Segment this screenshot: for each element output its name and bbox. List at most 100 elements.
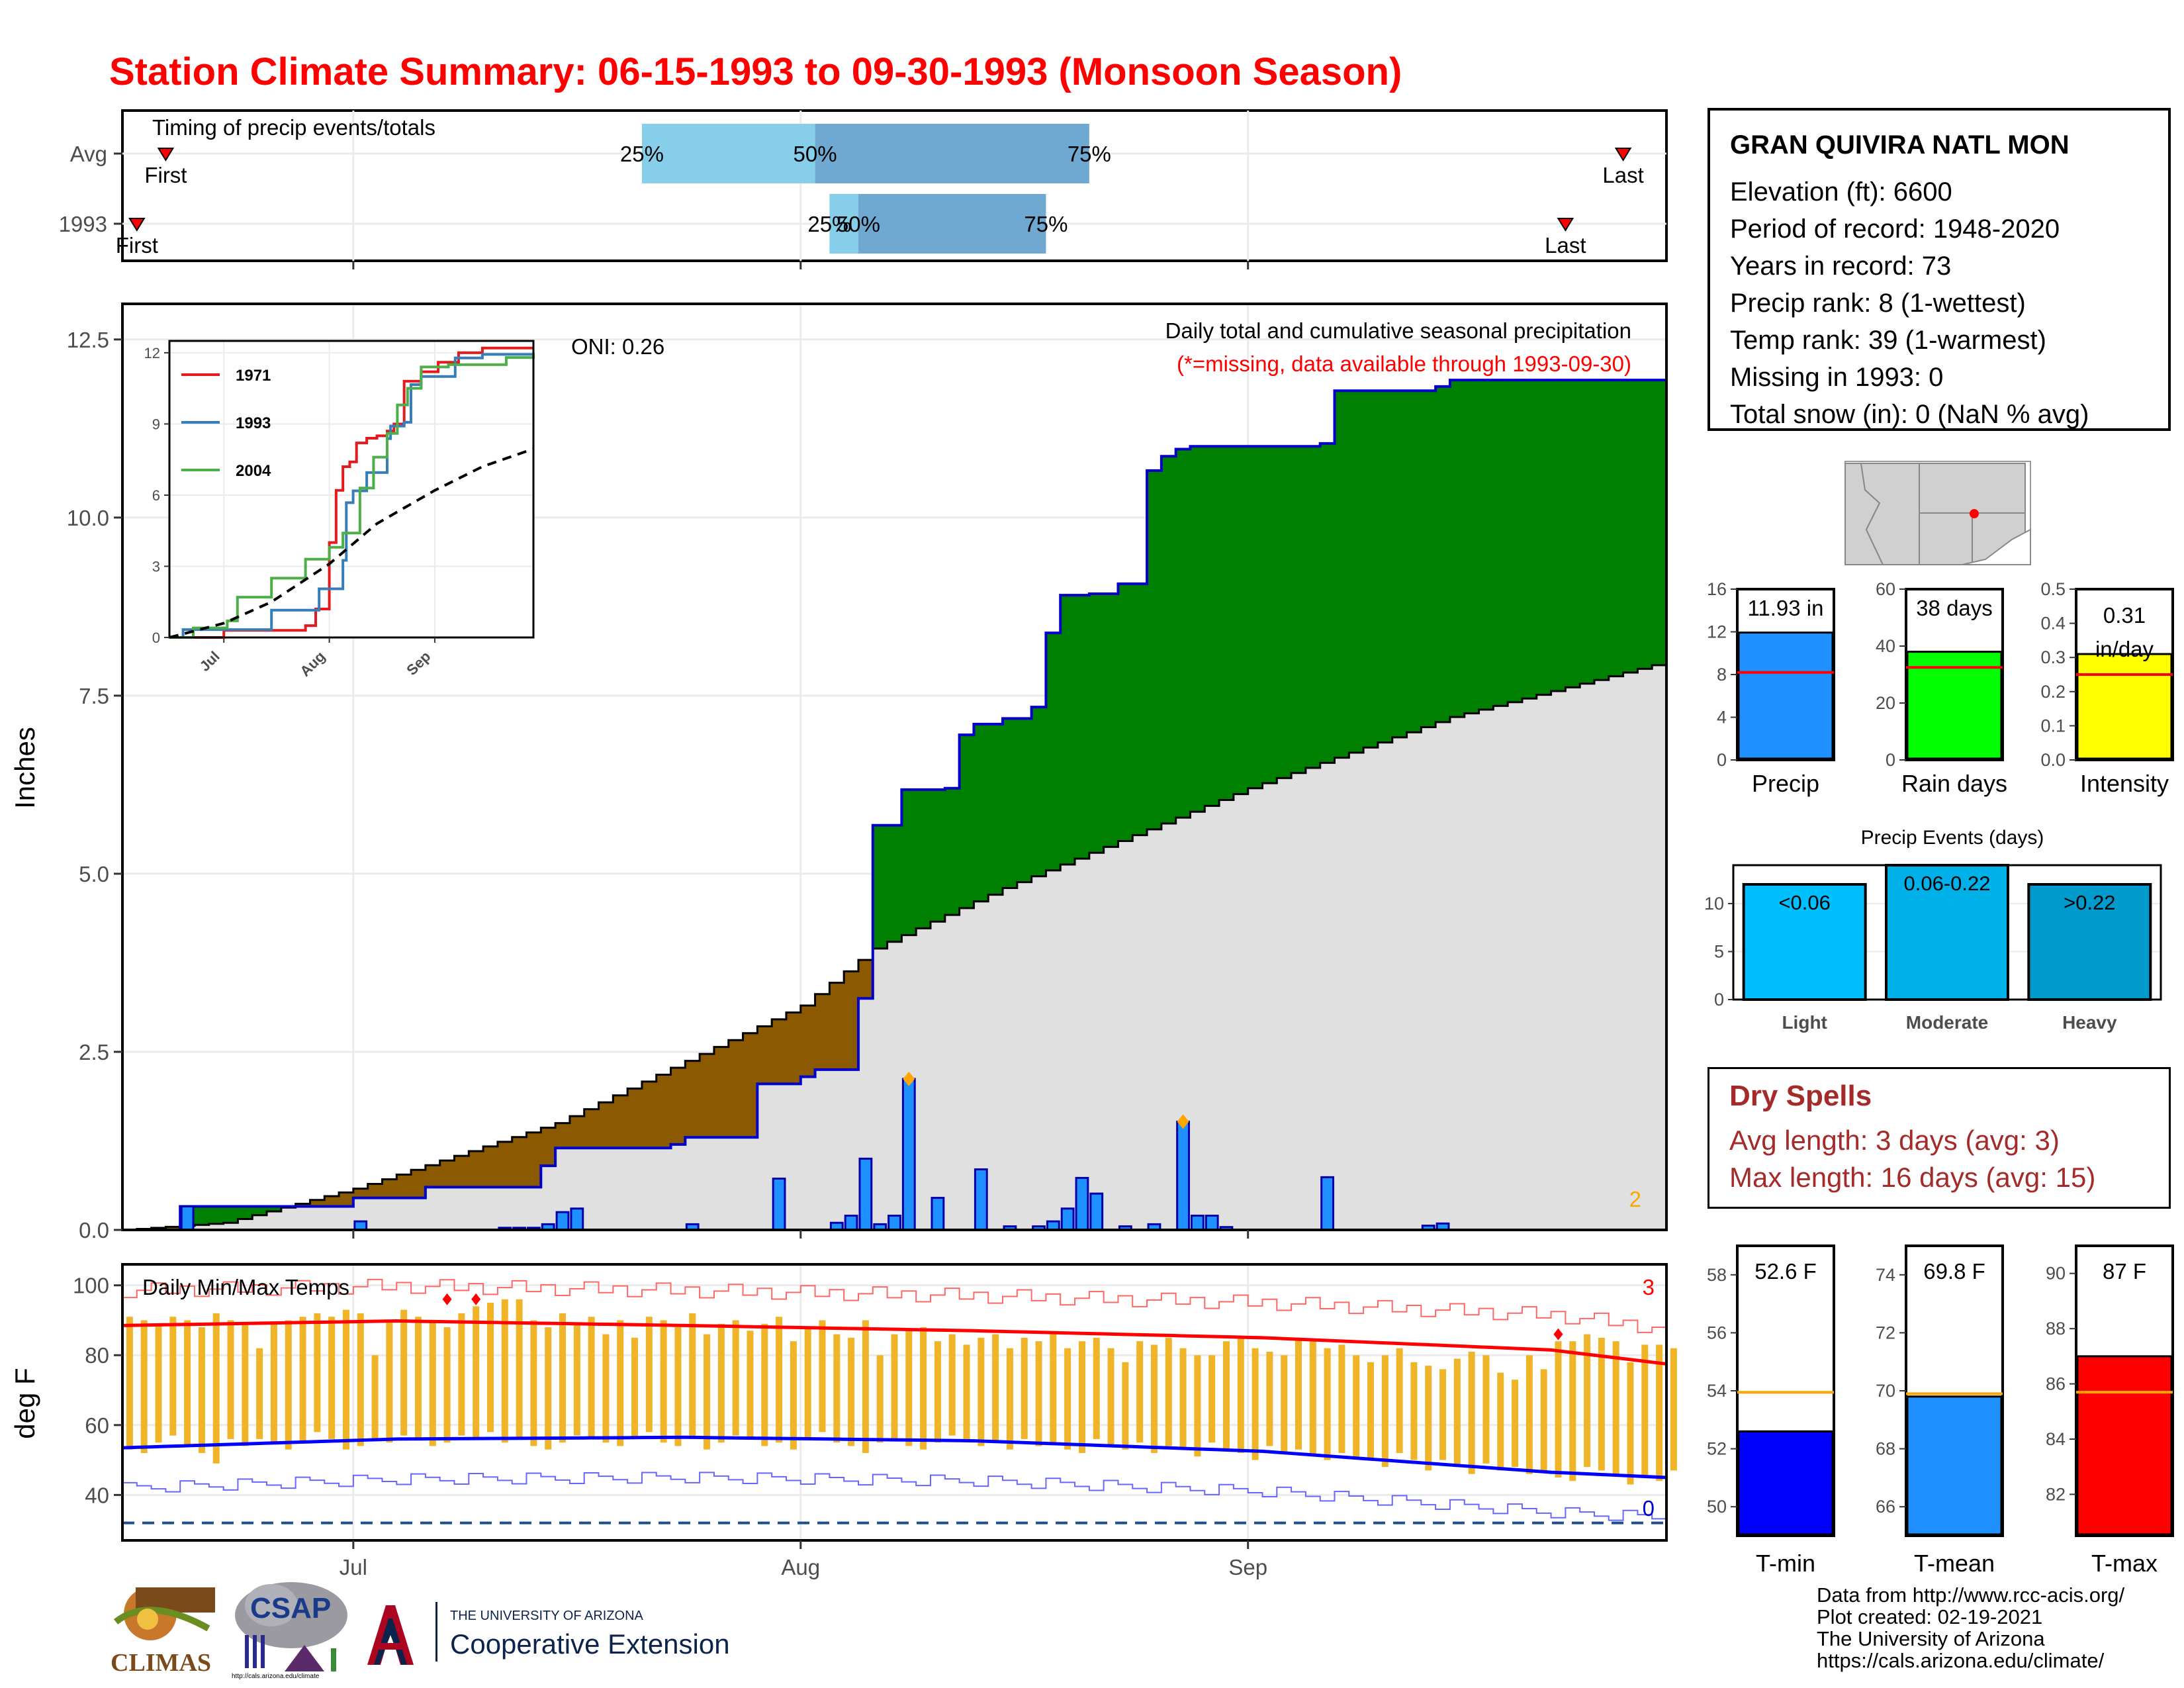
precip-surplus-fill — [1334, 391, 1349, 758]
temp-daily-range-bar — [1208, 1355, 1216, 1443]
precip-deficit-fill — [411, 1170, 426, 1198]
temp-bar-tmin-y-tick-label: 50 — [1707, 1497, 1727, 1517]
temp-daily-range-bar — [501, 1299, 508, 1443]
precip-surplus-fill — [1637, 380, 1653, 669]
timing-p50-label: 50% — [837, 212, 880, 236]
temp-daily-range-bar — [486, 1303, 494, 1432]
temp-daily-range-bar — [876, 1355, 884, 1443]
inset-y-tick-label: 9 — [152, 416, 160, 432]
summary-intensity-bar — [2076, 653, 2173, 760]
temp-bar-tmin-y-tick-label: 58 — [1707, 1265, 1727, 1285]
precip-surplus-fill — [1031, 707, 1047, 876]
summary-intensity-y-tick-label: 0.4 — [2040, 614, 2066, 633]
precip-surplus-fill — [223, 1206, 239, 1223]
timing-p50-label: 50% — [794, 142, 837, 166]
precip-surplus-fill — [1508, 380, 1523, 702]
summary-precip-y-tick-label: 4 — [1717, 708, 1727, 727]
inset-y-tick-label: 0 — [152, 630, 160, 646]
timing-p75-label: 75% — [1024, 212, 1068, 236]
summary-raindays-label: Rain days — [1901, 770, 2007, 797]
inset-frame — [168, 340, 535, 639]
precip-daily-bar — [844, 1214, 858, 1231]
temp-daily-range-bar — [1497, 1372, 1504, 1471]
precip-daily-bar — [1060, 1207, 1075, 1231]
station-missing: Missing in 1993: 0 — [1730, 363, 1944, 392]
temp-y-tick-label: 100 — [73, 1274, 109, 1298]
temp-daily-range-bar — [1598, 1337, 1605, 1471]
temp-daily-range-bar — [891, 1334, 898, 1439]
precip-deficit-fill — [439, 1160, 455, 1188]
precip-events-bar-label: 0.06-0.22 — [1904, 872, 1991, 895]
summary-precip-y-tick-label: 0 — [1717, 750, 1727, 770]
precip-deficit-fill — [700, 1054, 715, 1138]
temp-bar-tmean-y-tick-label: 68 — [1876, 1439, 1895, 1459]
credit-url: https://cals.arizona.edu/climate/ — [1817, 1649, 2105, 1672]
temp-daily-range-bar — [1122, 1362, 1129, 1450]
temp-daily-range-bar — [819, 1320, 826, 1432]
temp-daily-range-bar — [1150, 1344, 1158, 1454]
summary-raindays-y-tick-label: 60 — [1876, 579, 1895, 599]
precip-surplus-fill — [901, 789, 917, 935]
precip-surplus-fill — [974, 724, 989, 902]
precip-surplus-fill — [1493, 380, 1508, 706]
temp-daily-range-bar — [1569, 1341, 1576, 1481]
csap-logo: CSAP http://cals.arizona.edu/climate — [232, 1579, 351, 1685]
precip-deficit-fill — [425, 1165, 441, 1188]
precip-deficit-fill — [339, 1192, 354, 1207]
precip-surplus-fill — [887, 825, 903, 942]
seasonal-summary-bars: 0 4 8 12 16 Precip 11.93 in 0 20 40 60 Rain days 38 … — [1707, 579, 2174, 797]
precip-y-tick-label: 7.5 — [79, 684, 109, 708]
temp-daily-range-bar — [1021, 1337, 1028, 1439]
precip-deficit-fill — [786, 1012, 801, 1084]
precip-avg-area — [122, 665, 1666, 1230]
precip-surplus-fill — [1277, 446, 1292, 778]
precip-surplus-fill — [1349, 391, 1364, 753]
dry-spells-max: Max length: 16 days (avg: 15) — [1729, 1162, 2096, 1193]
summary-intensity-y-tick-label: 0.5 — [2040, 579, 2066, 599]
precip-surplus-fill — [195, 1206, 210, 1225]
precip-surplus-fill — [1147, 470, 1162, 829]
precip-y-tick-label: 12.5 — [67, 328, 109, 352]
temp-bar-tmean-bar — [1906, 1395, 2003, 1536]
timing-first-label: First — [116, 233, 158, 258]
precip-surplus-fill — [1464, 380, 1480, 714]
credit-university: The University of Arizona — [1817, 1627, 2045, 1650]
summary-precip-bar — [1737, 632, 1834, 760]
precip-deficit-fill — [858, 960, 874, 999]
timing-row-label: 1993 — [59, 212, 107, 236]
precip-surplus-fill — [1103, 593, 1119, 847]
precip-surplus-fill — [1435, 386, 1451, 722]
precip-deficit-fill — [512, 1137, 527, 1188]
temp-daily-range-bar — [631, 1337, 639, 1439]
precip-deficit-fill — [541, 1127, 556, 1166]
summary-raindays-bar — [1906, 651, 2003, 760]
inset-legend-label: 1971 — [236, 367, 271, 385]
temp-daily-range-bar — [458, 1313, 465, 1436]
temp-daily-range-bar — [862, 1320, 869, 1454]
precip-deficit-fill — [757, 1026, 772, 1084]
precip-surplus-fill — [931, 789, 946, 922]
temp-daily-range-bar — [1222, 1341, 1230, 1450]
temp-daily-range-bar — [689, 1313, 696, 1439]
temp-daily-range-bar — [645, 1317, 653, 1432]
temp-record-high-count: 3 — [1643, 1275, 1655, 1299]
station-years: Years in record: 73 — [1730, 252, 1952, 281]
summary-precip-y-tick-label: 16 — [1707, 579, 1727, 599]
temp-daily-range-bar — [732, 1320, 739, 1436]
inset-line-1993 — [169, 353, 533, 639]
temp-daily-range-bar — [1281, 1355, 1288, 1454]
temp-daily-range-bar — [833, 1334, 841, 1443]
precip-events-y-tick-label: 0 — [1714, 990, 1724, 1009]
timing-label: Timing of precip events/totals — [152, 115, 435, 140]
precip-surplus-fill — [238, 1206, 253, 1219]
temp-daily-range-bar — [588, 1317, 595, 1439]
precip-surplus-fill — [1060, 595, 1075, 865]
station-name: GRAN QUIVIRA NATL MON — [1730, 130, 2070, 160]
precip-annotation-missing: (*=missing, data available through 1993-… — [1177, 352, 1631, 376]
temp-bar-tmax-y-tick-label: 84 — [2046, 1429, 2066, 1449]
temp-bar-tmin-value: 52.6 F — [1754, 1259, 1817, 1284]
location-map — [1844, 461, 2031, 565]
precip-deficit-fill — [685, 1060, 700, 1138]
precip-surplus-fill — [1449, 380, 1465, 718]
temp-bar-tmean-value: 69.8 F — [1923, 1259, 1985, 1284]
